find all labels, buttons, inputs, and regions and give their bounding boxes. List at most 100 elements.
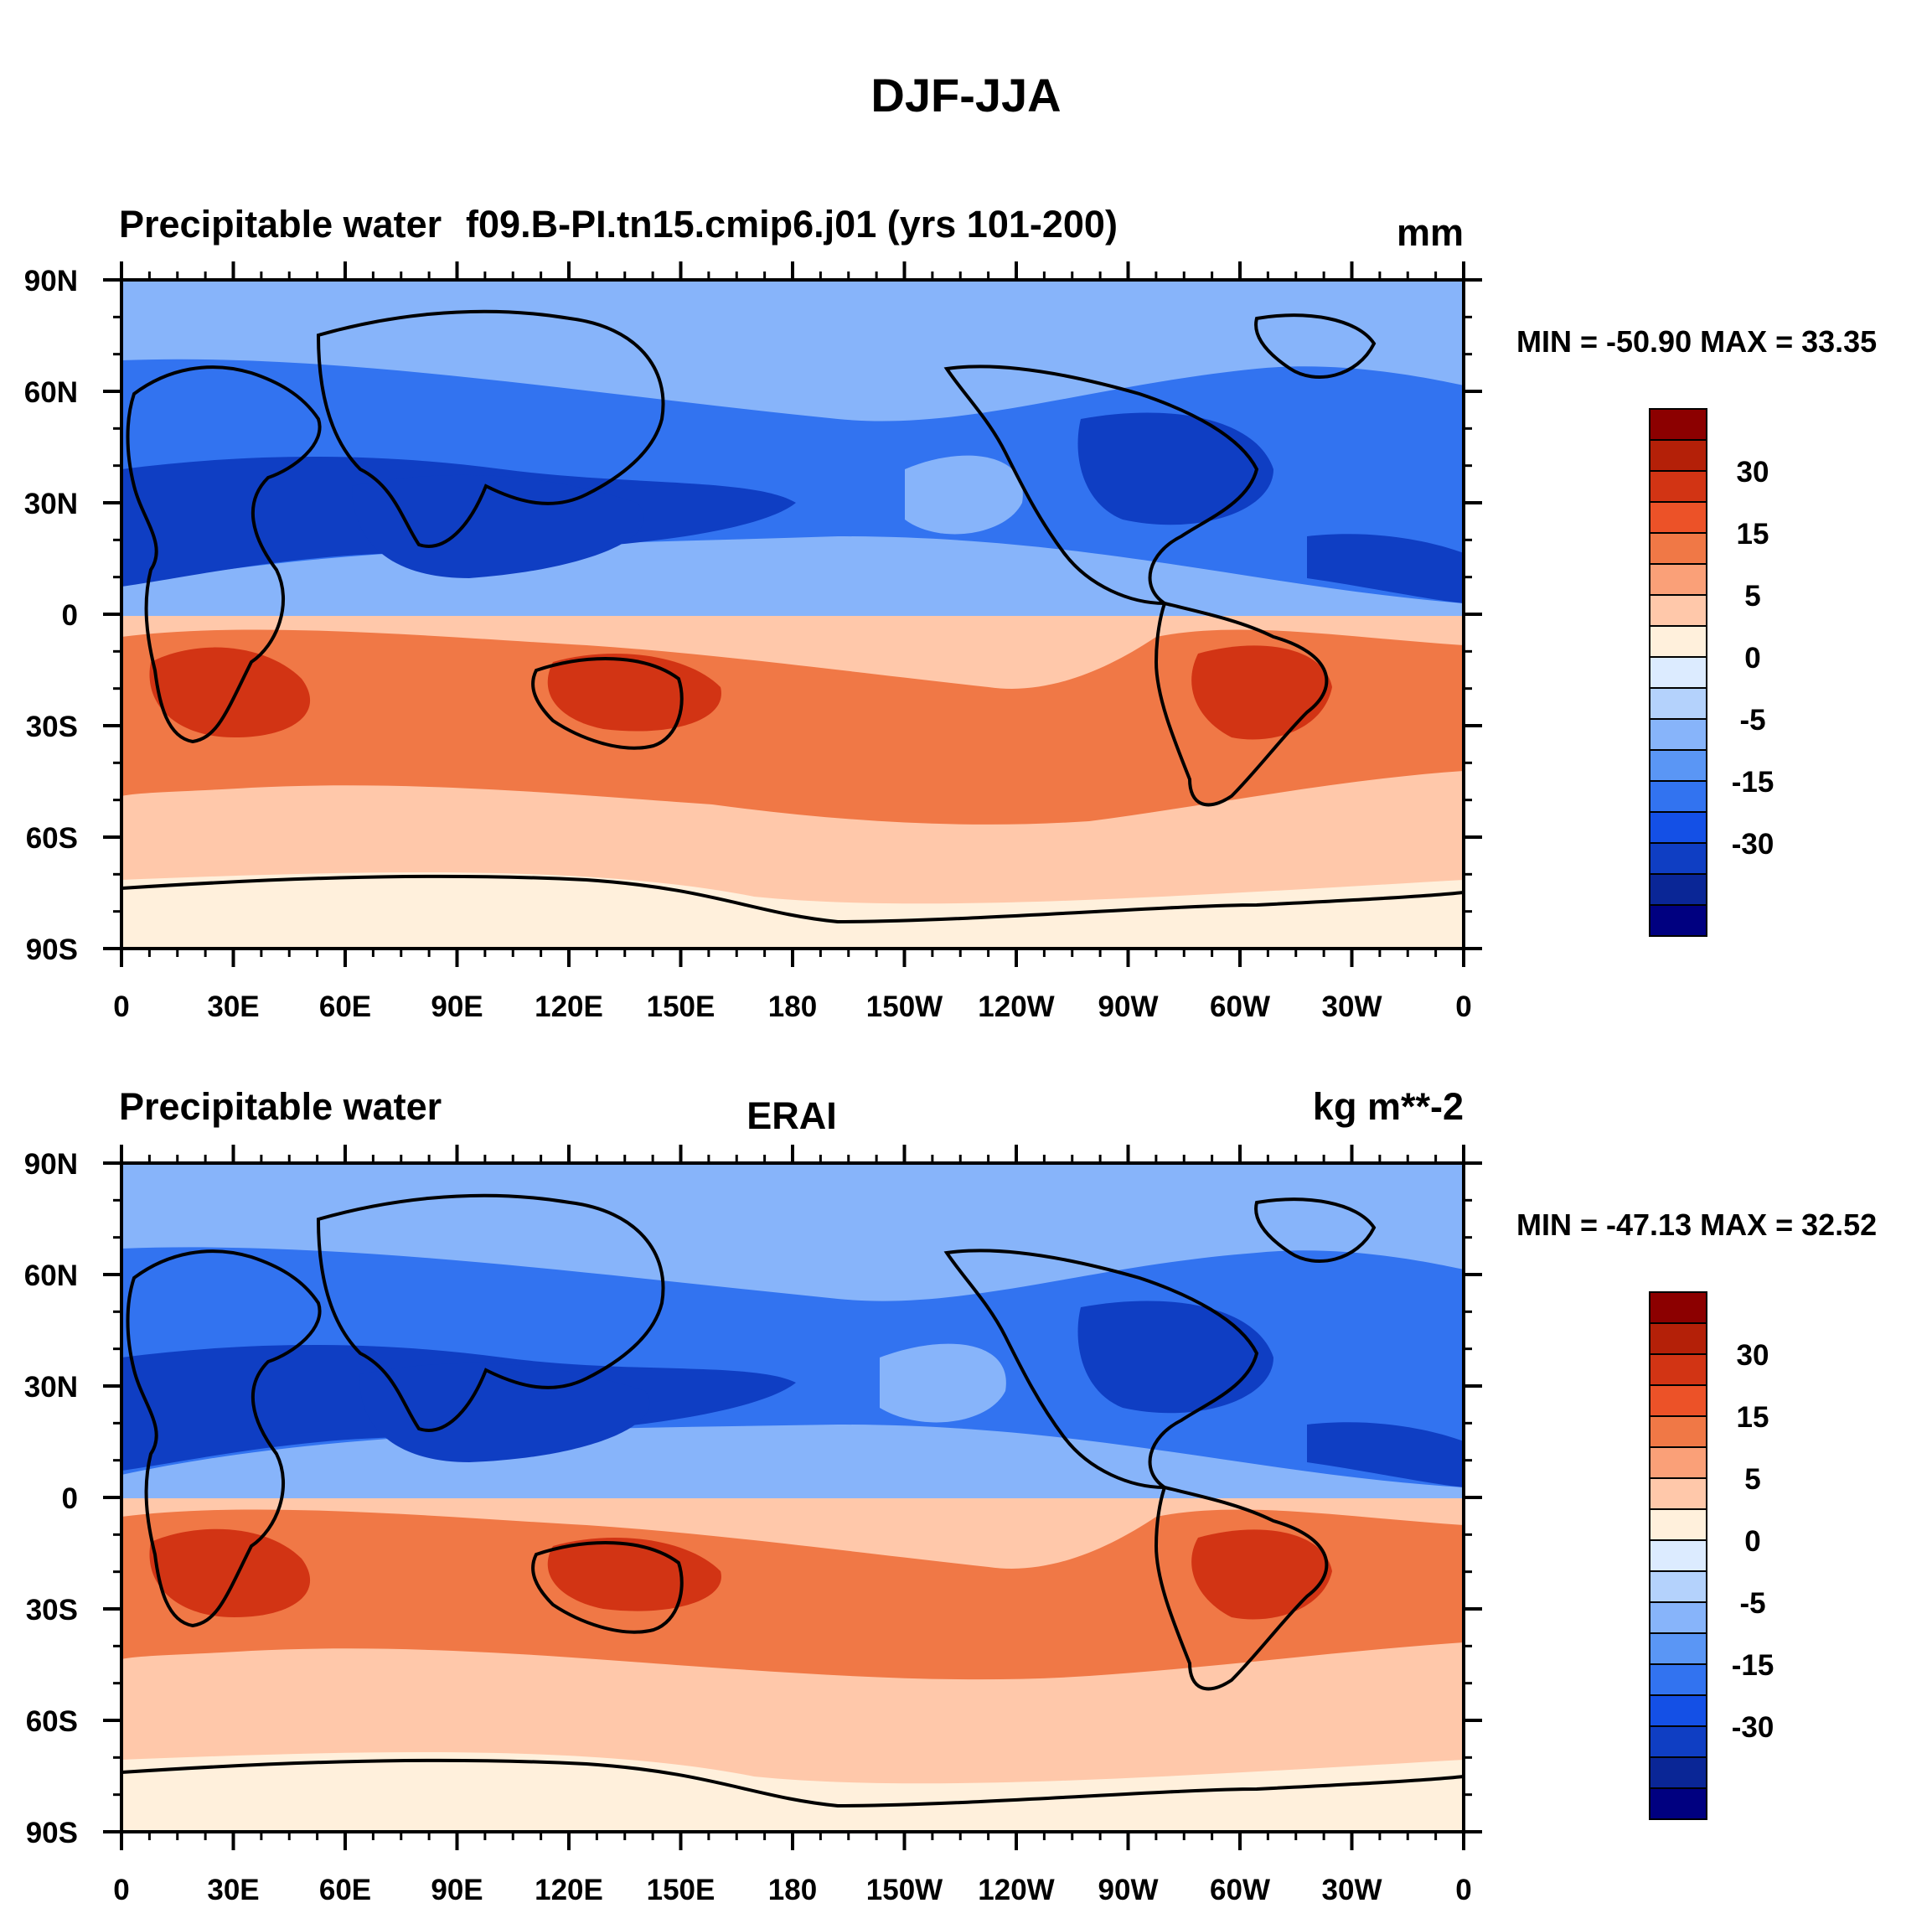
panel-1-center-title: f09.B-PI.tn15.cmip6.j01 (yrs 101-200) (466, 203, 1118, 246)
colorbar-label: -15 (1732, 766, 1774, 799)
colorbar-label: 5 (1744, 580, 1760, 613)
colorbar-label: -30 (1732, 1711, 1774, 1744)
lon-label: 0 (1455, 1874, 1471, 1906)
lon-label: 90E (431, 1874, 483, 1906)
colorbar-label: 5 (1744, 1463, 1760, 1496)
colorbar-box (1649, 408, 1707, 441)
colorbar-label: -5 (1739, 1587, 1765, 1620)
field-negative-atlantic (1307, 1422, 1464, 1487)
panel-1-left-title: Precipitable water (119, 203, 442, 246)
colorbar-label: 15 (1737, 1401, 1769, 1434)
lon-label: 150E (647, 1874, 715, 1906)
lon-label: 30E (207, 990, 259, 1023)
panel-2-center-title: ERAI (746, 1094, 837, 1137)
colorbar-box (1649, 1601, 1707, 1634)
colorbar-box (1649, 1787, 1707, 1820)
colorbar-box (1649, 842, 1707, 875)
panel-2-field (121, 1163, 1464, 1832)
field-negative-north-america (1077, 412, 1273, 525)
field-negative-north-america (1077, 1301, 1273, 1414)
field-negative-asia (359, 1363, 650, 1462)
lon-label: 180 (768, 990, 817, 1023)
field-antarctic (121, 872, 1464, 949)
colorbar-box (1649, 873, 1707, 906)
panel-1-minmax: MIN = -50.90 MAX = 33.35 (1516, 324, 1877, 359)
lon-label: 150W (866, 1874, 943, 1906)
colorbar-label: -15 (1732, 1649, 1774, 1682)
panel-1-units: mm (1397, 211, 1464, 254)
lon-label: 30W (1322, 1874, 1382, 1906)
lon-label: 90W (1098, 1874, 1159, 1906)
lon-label: 30E (207, 1874, 259, 1906)
colorbar-box (1649, 1322, 1707, 1355)
field-positive-australia (547, 654, 721, 732)
lat-label: 60N (24, 376, 78, 409)
field-positive-africa (149, 647, 311, 737)
field-positive-south-america (1191, 1529, 1332, 1620)
colorbar-box (1649, 780, 1707, 813)
colorbar-box (1649, 1756, 1707, 1789)
coastlines (121, 1193, 1464, 1808)
lon-label: 60W (1210, 1874, 1270, 1906)
colorbar-box (1649, 439, 1707, 472)
colorbar-box (1649, 1539, 1707, 1572)
colorbar-box (1649, 563, 1707, 596)
colorbar-label: 0 (1744, 1525, 1760, 1558)
colorbar-label: 15 (1737, 518, 1769, 551)
lon-label: 120W (978, 1874, 1054, 1906)
colorbar-box (1649, 904, 1707, 937)
field-pacific-weak (880, 1343, 1006, 1423)
panel-2-units: kg m**-2 (1313, 1085, 1464, 1128)
figure-title: DJF-JJA (870, 69, 1061, 122)
colorbar-label: -30 (1732, 828, 1774, 861)
lon-label: 150W (866, 990, 943, 1023)
lat-label: 90S (26, 1817, 78, 1849)
lat-label: 60S (26, 822, 78, 855)
colorbar-box (1649, 718, 1707, 751)
colorbar-box (1649, 687, 1707, 720)
lon-label: 120E (535, 1874, 603, 1906)
colorbar-box (1649, 1477, 1707, 1510)
field-positive-subtropics (121, 1509, 1464, 1680)
colorbar-label: 0 (1744, 642, 1760, 675)
colorbar-box (1649, 1632, 1707, 1665)
colorbar-box (1649, 656, 1707, 689)
colorbar-box (1649, 1446, 1707, 1479)
panel-1-colorbar: 30 15 5 0 -5 -15 -30 (1649, 408, 1774, 937)
colorbar-label: 30 (1737, 1339, 1769, 1372)
colorbar-box (1649, 1725, 1707, 1758)
colorbar-label: -5 (1739, 704, 1765, 737)
field-negative-atlantic (1307, 534, 1464, 603)
colorbar-label: 30 (1737, 456, 1769, 489)
panel-2-colorbar: 30 15 5 0 -5 -15 -30 (1649, 1291, 1774, 1820)
lon-label: 60E (319, 1874, 371, 1906)
panel-1-lat-ticks: 90N 60N 30N 0 30S 60S 90S (24, 265, 1482, 966)
lat-label: 60N (24, 1259, 78, 1292)
lat-label: 90S (26, 933, 78, 966)
map-panel-1: Precipitable water f09.B-PI.tn15.cmip6.j… (24, 203, 1877, 1023)
colorbar-box (1649, 1353, 1707, 1386)
colorbar-box (1649, 749, 1707, 782)
colorbar-box (1649, 625, 1707, 658)
lat-label: 30N (24, 1371, 78, 1404)
lon-label: 180 (768, 1874, 817, 1906)
lat-label: 30N (24, 488, 78, 520)
lon-label: 90W (1098, 990, 1159, 1023)
lon-label: 120E (535, 990, 603, 1023)
lat-label: 90N (24, 265, 78, 297)
panel-2-lon-ticks: 0 30E 60E 90E 120E 150E 180 150W 120W 90W 60W 30W 0 (113, 1145, 1472, 1906)
lon-label: 60E (319, 990, 371, 1023)
field-positive-south-america (1191, 645, 1332, 740)
lon-label: 90E (431, 990, 483, 1023)
panel-1-lon-ticks: 0 30E 60E 90E 120E 150E 180 150W 120W 90W 60W 30W 0 (113, 261, 1472, 1023)
lat-label: 90N (24, 1148, 78, 1181)
field-positive-africa (149, 1528, 311, 1617)
coastlines (121, 309, 1464, 924)
lat-label: 30S (26, 711, 78, 743)
panel-2-lat-ticks: 90N 60N 30N 0 30S 60S 90S (24, 1148, 1482, 1849)
colorbar-box (1649, 1694, 1707, 1727)
lat-label: 0 (62, 1482, 78, 1515)
lon-label: 60W (1210, 990, 1270, 1023)
colorbar-box (1649, 1291, 1707, 1324)
lon-label: 30W (1322, 990, 1382, 1023)
